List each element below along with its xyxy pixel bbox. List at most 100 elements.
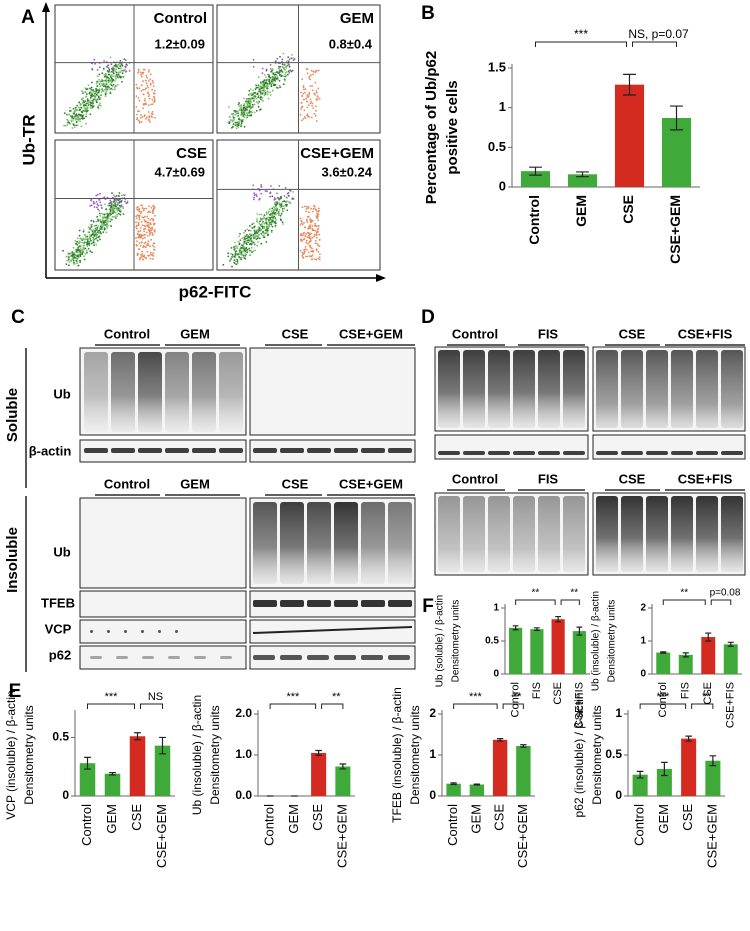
dot — [234, 110, 237, 113]
dot — [90, 88, 93, 91]
dot — [263, 93, 266, 96]
dot — [98, 88, 101, 90]
dot — [253, 233, 256, 236]
dot — [110, 213, 112, 216]
dot — [311, 236, 314, 239]
dot — [301, 206, 304, 209]
dot — [234, 114, 237, 116]
group-label: CSE — [619, 471, 646, 486]
dot — [248, 90, 251, 92]
dot — [245, 235, 248, 238]
blot-lane — [280, 502, 304, 584]
dot — [299, 249, 302, 252]
dot — [153, 222, 156, 225]
bar — [129, 736, 146, 796]
y-axis-title: Densitometry units — [208, 705, 222, 804]
dot — [285, 66, 288, 69]
dot — [268, 219, 270, 222]
dot — [139, 212, 142, 215]
dot — [83, 234, 86, 237]
dot — [91, 103, 94, 106]
error-bar — [533, 627, 540, 632]
dot — [110, 84, 113, 87]
dot — [79, 118, 81, 120]
dot — [69, 252, 71, 255]
y-axis-title: Densitometry units — [451, 600, 462, 683]
dot — [97, 236, 100, 239]
dot — [84, 253, 87, 255]
dot — [256, 218, 258, 220]
dot — [84, 247, 87, 250]
blot-lane — [538, 496, 560, 572]
dot — [75, 249, 78, 252]
dot — [136, 224, 138, 227]
dot — [74, 239, 77, 242]
dot — [256, 232, 259, 235]
dot — [258, 233, 260, 236]
dot — [287, 191, 290, 194]
dot — [246, 233, 248, 236]
dot — [152, 212, 154, 215]
dot — [301, 234, 304, 237]
dot — [269, 94, 272, 96]
dot — [92, 101, 95, 103]
dot — [150, 115, 153, 117]
dot — [103, 75, 106, 78]
dot — [103, 215, 106, 218]
dot — [306, 236, 309, 239]
dot — [299, 113, 302, 116]
dot — [318, 209, 320, 212]
dot — [89, 107, 92, 109]
dot — [303, 222, 305, 224]
dot — [102, 68, 105, 71]
dot — [236, 125, 238, 128]
error-bar — [134, 732, 141, 741]
dot — [143, 114, 146, 117]
dot — [120, 67, 122, 70]
dot — [116, 66, 119, 69]
dot — [149, 227, 152, 230]
dot — [68, 113, 71, 116]
x-tick-label: CSE+FIS — [725, 682, 737, 728]
dot — [271, 76, 274, 78]
dot — [78, 229, 81, 232]
dot — [262, 230, 264, 233]
dot — [148, 205, 151, 208]
dot — [236, 259, 239, 261]
dot — [146, 251, 149, 253]
bar — [723, 644, 738, 674]
dot — [265, 217, 268, 220]
dot — [88, 99, 91, 102]
dot — [126, 64, 128, 67]
dot — [95, 237, 97, 240]
dot — [82, 97, 85, 100]
dot — [311, 89, 314, 92]
dot — [142, 258, 145, 261]
dot — [316, 242, 319, 245]
dot — [100, 221, 103, 224]
dot — [106, 222, 108, 224]
dot — [109, 56, 112, 59]
dot — [93, 58, 96, 61]
dot — [248, 93, 251, 96]
dot — [243, 243, 245, 245]
dot — [140, 117, 142, 119]
dot — [92, 238, 95, 241]
x-tick-label: CSE+GEM — [667, 195, 683, 264]
sig-bracket — [710, 599, 732, 605]
blot-lane — [646, 350, 668, 428]
dot — [233, 249, 236, 251]
dot — [149, 253, 152, 256]
dot — [145, 79, 147, 82]
dot — [149, 245, 151, 248]
dot — [287, 70, 290, 73]
dot — [303, 231, 305, 234]
dot — [81, 248, 83, 251]
dot — [235, 245, 238, 247]
blot-lane — [646, 496, 668, 572]
dot — [98, 209, 101, 212]
dot — [99, 201, 102, 204]
dot — [151, 79, 154, 82]
dot — [96, 80, 98, 83]
panel-letter: E — [9, 681, 22, 702]
